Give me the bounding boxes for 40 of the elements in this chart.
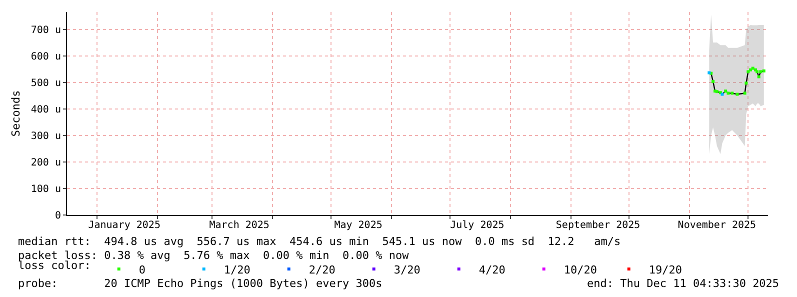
line-series bbox=[708, 68, 764, 95]
point bbox=[748, 68, 752, 72]
legend-label: 1/20 bbox=[224, 263, 250, 276]
text: median rtt: 494.8 us avg 556.7 us max 454.6 us min 545.1 us now 0.0 ms sd 12.2 am/s bbox=[18, 235, 621, 248]
text: probe: 20 ICMP Echo Pings (1000 Bytes) every 300s bbox=[18, 277, 382, 290]
legend-label: 3/20 bbox=[394, 263, 420, 276]
y-tick-label: 600 u bbox=[30, 51, 61, 62]
x-tick-label: November 2025 bbox=[678, 220, 756, 231]
text: end: Thu Dec 11 04:33:30 2025 bbox=[587, 277, 780, 290]
y-axis-title: Seconds bbox=[10, 90, 23, 137]
text: packet loss: 0.38 % avg 5.76 % max 0.00 % min 0.00 % now bbox=[18, 249, 410, 262]
x-tick-label: January 2025 bbox=[88, 220, 160, 231]
y-tick-label: 100 u bbox=[30, 184, 61, 195]
point bbox=[726, 92, 730, 95]
y-tick-label: 200 u bbox=[30, 157, 61, 168]
y-tick-label: 400 u bbox=[30, 104, 61, 116]
legend-label: 19/20 bbox=[648, 263, 682, 276]
legend-label: 4/20 bbox=[478, 263, 506, 276]
legend-label: 2/20 bbox=[308, 263, 336, 276]
point bbox=[746, 70, 750, 74]
x-tick-label: July 2025 bbox=[450, 220, 504, 231]
point bbox=[730, 92, 734, 95]
point bbox=[744, 82, 748, 85]
x-tick-label: May 2025 bbox=[334, 220, 382, 231]
y-tick-label: 300 u bbox=[30, 130, 61, 142]
point bbox=[736, 92, 739, 96]
y-tick-label: 700 u bbox=[30, 24, 61, 36]
x-tick-label: March 2025 bbox=[209, 220, 270, 231]
point bbox=[724, 90, 728, 93]
y-tick-label: 0 bbox=[54, 210, 61, 222]
point bbox=[743, 92, 746, 95]
point bbox=[759, 70, 762, 74]
point bbox=[757, 75, 760, 78]
y-tick-label: 500 u bbox=[30, 78, 61, 89]
legend-label: 0 bbox=[138, 263, 146, 276]
point bbox=[751, 66, 754, 70]
point bbox=[762, 69, 766, 72]
point bbox=[712, 80, 715, 84]
x-tick-label: September 2025 bbox=[556, 220, 640, 231]
legend-label: 10/20 bbox=[564, 263, 597, 276]
